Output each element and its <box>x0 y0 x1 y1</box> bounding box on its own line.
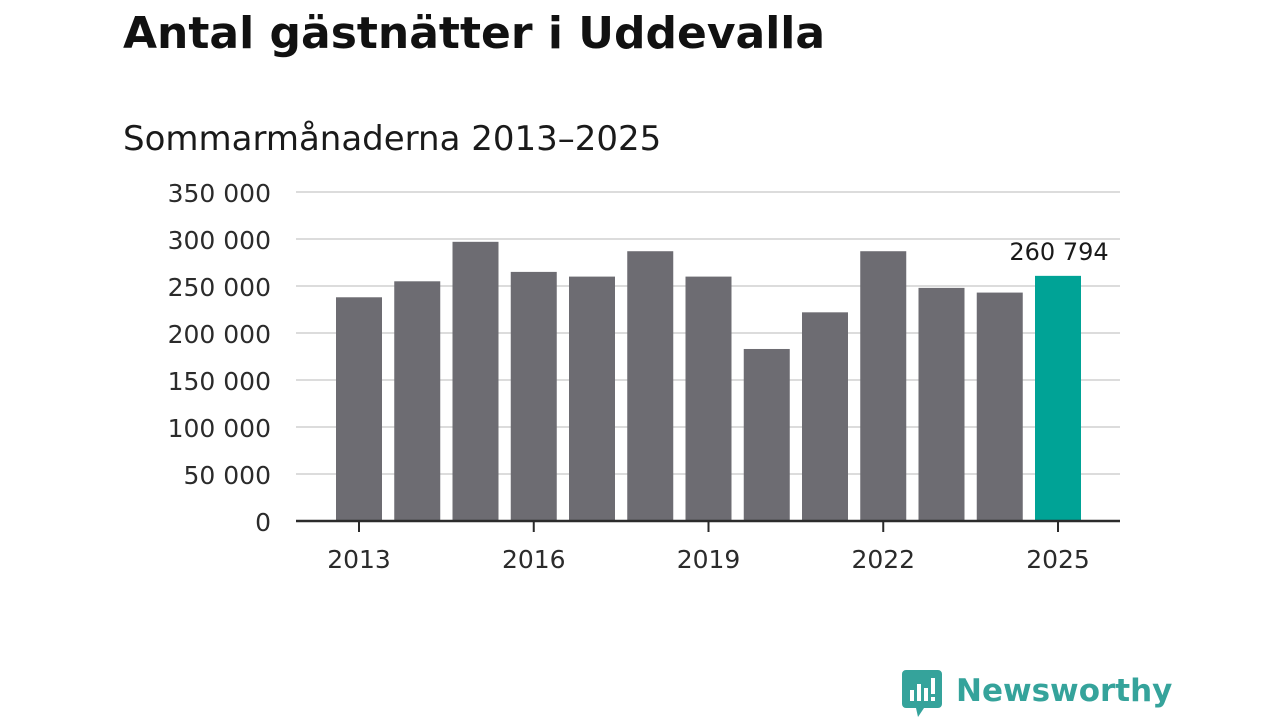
x-tick-label: 2013 <box>327 545 391 574</box>
y-tick-label: 250 000 <box>168 273 271 302</box>
bar <box>1035 275 1081 521</box>
y-tick-label: 100 000 <box>168 414 271 443</box>
bar <box>510 271 557 521</box>
chart-subtitle: Sommarmånaderna 2013–2025 <box>123 119 662 159</box>
bar <box>336 297 382 521</box>
bar <box>394 281 441 521</box>
y-tick-label: 0 <box>255 508 271 537</box>
x-tick-label: 2019 <box>677 545 741 574</box>
y-tick-label: 350 000 <box>168 179 271 208</box>
bar <box>860 251 907 521</box>
bar <box>743 348 790 521</box>
y-tick-label: 300 000 <box>168 226 271 255</box>
bar <box>627 251 674 521</box>
bar-chart: 0 50 000 100 000 150 000 200 000 250 000 300 0… <box>168 179 1120 574</box>
brand-name: Newsworthy <box>956 673 1173 709</box>
bars <box>336 241 1081 521</box>
y-tick-label: 150 000 <box>168 367 271 396</box>
x-tick-label: 2022 <box>851 545 915 574</box>
newsworthy-brand: Newsworthy <box>902 670 1172 718</box>
x-axis-tick-labels: 2013 2016 2019 2022 2025 <box>327 545 1090 574</box>
bar <box>802 312 848 521</box>
y-tick-label: 50 000 <box>184 461 271 490</box>
x-tick-label: 2025 <box>1026 545 1090 574</box>
y-axis-tick-labels: 0 50 000 100 000 150 000 200 000 250 000 300 0… <box>168 179 271 537</box>
y-tick-label: 200 000 <box>168 320 271 349</box>
x-axis <box>296 519 1120 532</box>
x-tick-label: 2016 <box>502 545 566 574</box>
bar <box>685 276 732 521</box>
newsworthy-logo-icon <box>902 670 942 717</box>
bar <box>976 292 1023 521</box>
bar <box>452 241 499 521</box>
bar <box>918 287 965 521</box>
data-label: 260 794 <box>1009 238 1108 266</box>
data-labels: 260 794 <box>1009 238 1108 266</box>
bar <box>569 276 615 521</box>
chart-title: Antal gästnätter i Uddevalla <box>123 8 826 59</box>
